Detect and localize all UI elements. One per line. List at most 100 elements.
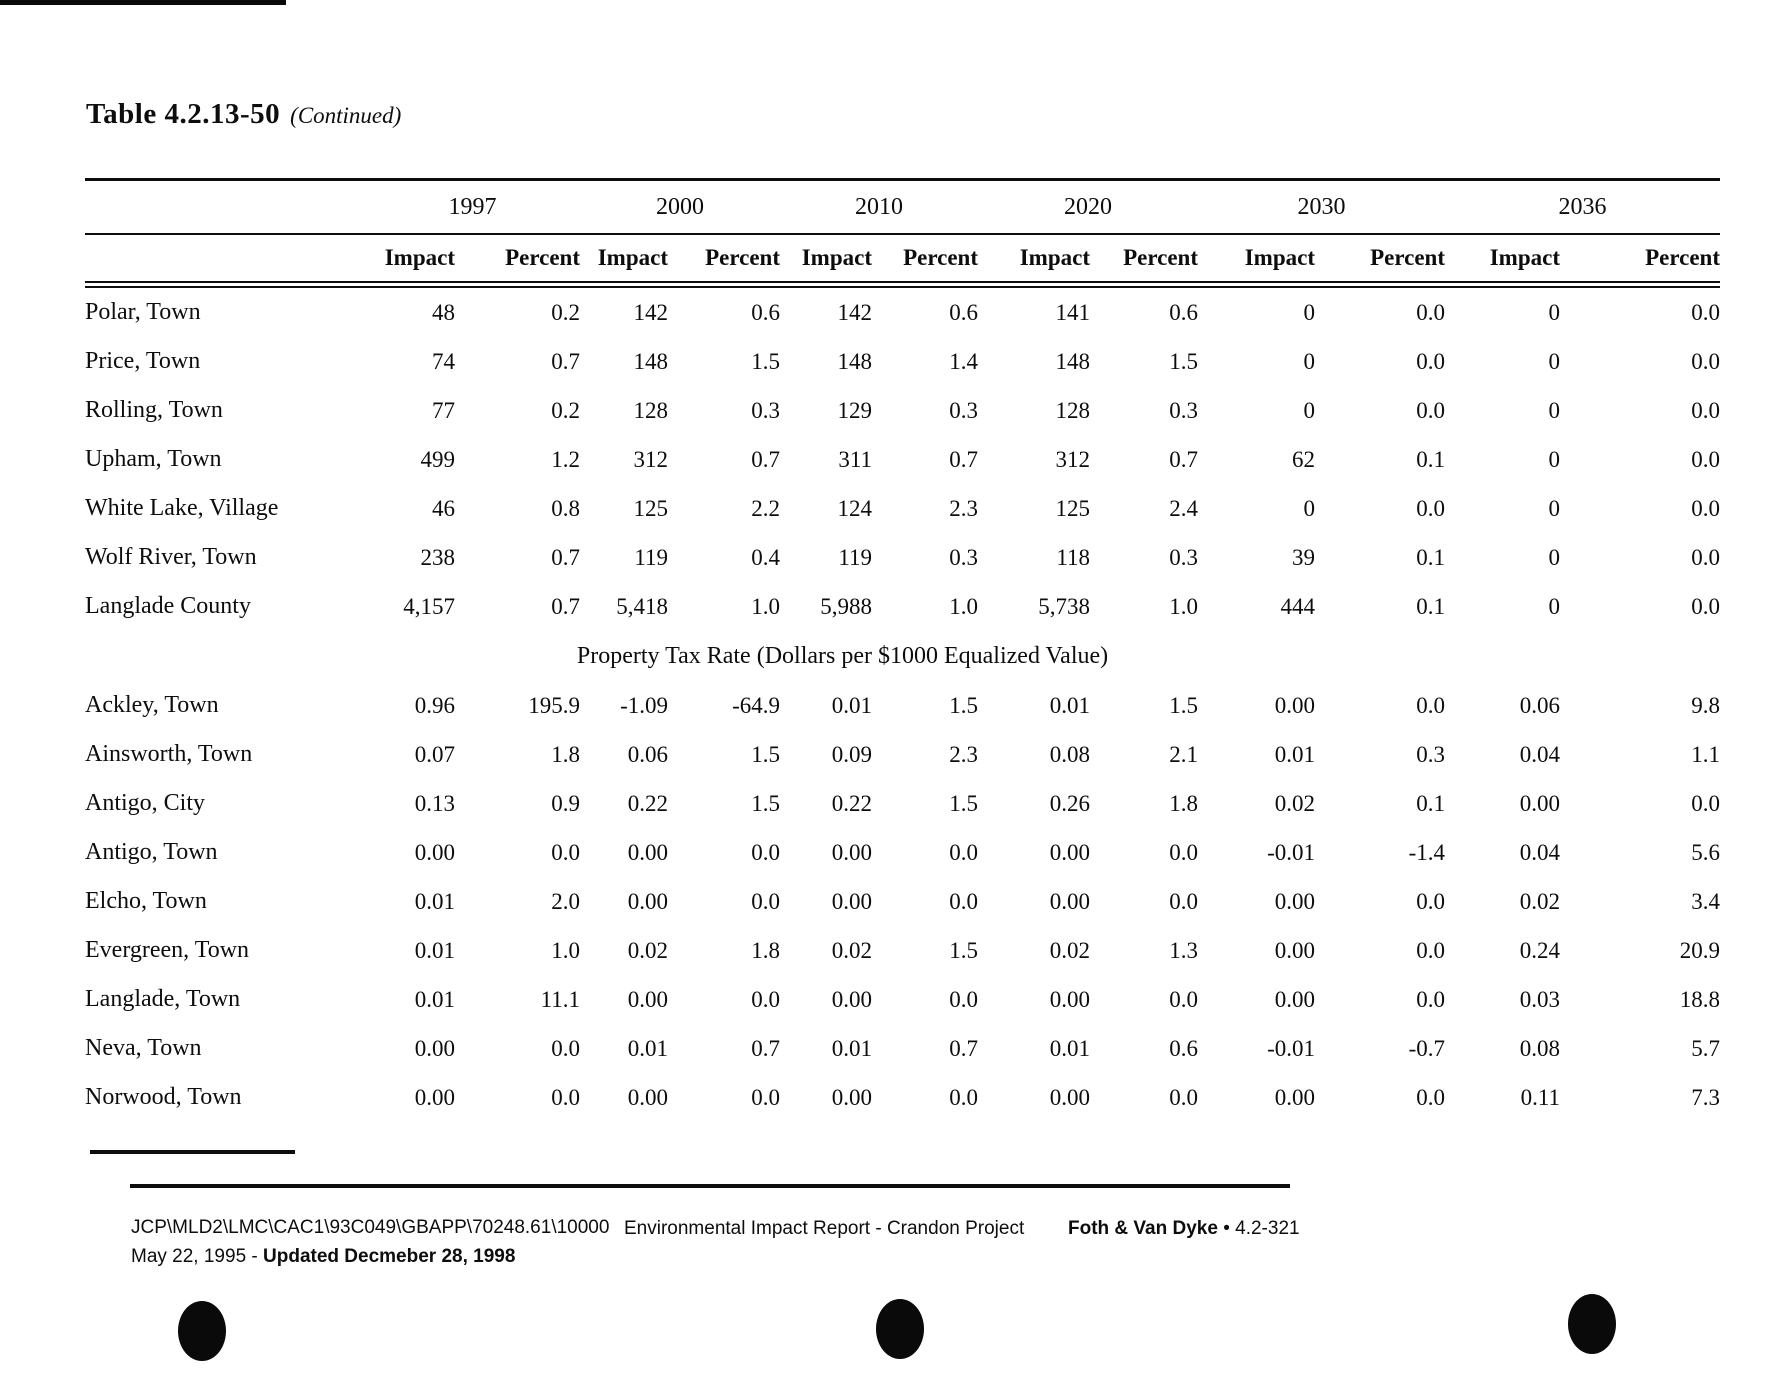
impact-value: 74 — [432, 348, 455, 374]
impact-value: 0.01 — [831, 1035, 872, 1061]
impact-value: 0.00 — [831, 1084, 872, 1110]
impact-value: 0.02 — [1519, 888, 1560, 914]
impact-value: 312 — [633, 446, 669, 472]
impact-value: 0 — [1548, 593, 1561, 619]
percent-value: 0.3 — [1169, 544, 1198, 570]
impact-value: 0.00 — [1274, 692, 1315, 718]
percent-value: 0.7 — [949, 1035, 978, 1061]
footer-date-line: May 22, 1995 - Updated Decmeber 28, 1998 — [131, 1242, 609, 1271]
table-body: Polar, Town 48 0.2 142 0.6 142 0.6 141 0.6 0 0.0 0 0… — [85, 285, 1720, 1123]
impact-value: 0 — [1548, 495, 1561, 521]
impact-value: 0 — [1303, 397, 1316, 423]
impact-value: 0.01 — [627, 1035, 668, 1061]
percent-value: 0.7 — [751, 1035, 780, 1061]
impact-value: 0.01 — [414, 986, 455, 1012]
section-title-row: Property Tax Rate (Dollars per $1000 Equ… — [85, 631, 1720, 681]
percent-value: 0.6 — [1169, 1035, 1198, 1061]
row-label: Ackley, Town — [85, 692, 219, 718]
year-header-spacer — [85, 178, 365, 235]
percent-value: 0.0 — [1169, 986, 1198, 1012]
impact-value: 0.00 — [1049, 1084, 1090, 1110]
percent-value: 0.0 — [1416, 888, 1445, 914]
percent-value: 11.1 — [540, 986, 580, 1012]
percent-value: 0.2 — [551, 299, 580, 325]
impact-value: 0.00 — [414, 1084, 455, 1110]
impact-value: 119 — [634, 544, 668, 570]
percent-value: 0.0 — [751, 839, 780, 865]
percent-value: 0.0 — [1691, 348, 1720, 374]
percent-value: 1.0 — [1169, 593, 1198, 619]
impact-value: 0.01 — [414, 937, 455, 963]
impact-value: 499 — [420, 446, 456, 472]
row-label: Price, Town — [85, 348, 201, 374]
impact-value: 142 — [837, 299, 873, 325]
row-label: Langlade County — [85, 593, 251, 619]
impact-value: 0.00 — [1519, 790, 1560, 816]
percent-value: 0.3 — [949, 397, 978, 423]
percent-value: 2.3 — [949, 495, 978, 521]
percent-value: 1.8 — [751, 937, 780, 963]
impact-value: 0.96 — [414, 692, 455, 718]
impact-value: 0.26 — [1049, 790, 1090, 816]
percent-value: 1.8 — [1169, 790, 1198, 816]
impact-value: 0 — [1303, 495, 1316, 521]
impact-value: 0 — [1548, 544, 1561, 570]
impact-value: 0.00 — [414, 839, 455, 865]
percent-value: 0.0 — [751, 1084, 780, 1110]
impact-value: 0.00 — [1049, 839, 1090, 865]
percent-value: 0.0 — [1691, 495, 1720, 521]
table-row: Upham, Town 499 1.2 312 0.7 311 0.7 312 0.7 62 0.1… — [85, 435, 1720, 484]
percent-value: -64.9 — [732, 692, 780, 718]
impact-value: 0.00 — [1049, 986, 1090, 1012]
impact-value: 0 — [1548, 397, 1561, 423]
subheader-1997-percent: Percent — [455, 234, 580, 288]
percent-value: 0.8 — [551, 495, 580, 521]
percent-value: 0.0 — [551, 1084, 580, 1110]
table-title-continued: (Continued) — [290, 103, 402, 128]
impact-value: 124 — [837, 495, 873, 521]
impact-value: 0.00 — [627, 839, 668, 865]
percent-value: 0.0 — [1416, 1084, 1445, 1110]
subheader-2020-impact: Impact — [978, 234, 1090, 288]
percent-value: 1.0 — [949, 593, 978, 619]
subheader-2020-percent: Percent — [1090, 234, 1198, 288]
subheader-spacer — [85, 234, 365, 288]
year-header-2000: 2000 — [580, 178, 780, 235]
table-row: Langlade, Town 0.01 11.1 0.00 0.0 0.00 0.0 0.00… — [85, 975, 1720, 1024]
percent-value: 1.5 — [949, 692, 978, 718]
percent-value: 0.0 — [1416, 986, 1445, 1012]
impact-value: 0.00 — [414, 1035, 455, 1061]
percent-value: 0.0 — [1691, 299, 1720, 325]
percent-value: 2.0 — [551, 888, 580, 914]
hole-punch-mark — [1568, 1294, 1616, 1354]
row-label: Elcho, Town — [85, 888, 207, 914]
impact-value: 238 — [420, 544, 456, 570]
impact-value: 0.07 — [414, 741, 455, 767]
percent-value: 0.0 — [1691, 544, 1720, 570]
row-label: Ainsworth, Town — [85, 741, 253, 767]
impact-value: 0.22 — [627, 790, 668, 816]
percent-value: 2.3 — [949, 741, 978, 767]
percent-value: 1.5 — [1169, 348, 1198, 374]
percent-value: 0.7 — [1169, 446, 1198, 472]
footer-date-regular: May 22, 1995 - — [131, 1246, 264, 1267]
percent-value: 0.7 — [751, 446, 780, 472]
footer-date-updated: Updated Decmeber 28, 1998 — [263, 1246, 516, 1267]
impact-value: 0.00 — [627, 1084, 668, 1110]
row-label: Wolf River, Town — [85, 544, 257, 570]
impact-value: 0.08 — [1049, 741, 1090, 767]
impact-value: 148 — [1055, 348, 1091, 374]
percent-value: 0.9 — [551, 790, 580, 816]
impact-value: 0.00 — [1049, 888, 1090, 914]
impact-value: 444 — [1280, 593, 1316, 619]
percent-value: 7.3 — [1691, 1084, 1720, 1110]
table-row: Antigo, City 0.13 0.9 0.22 1.5 0.22 1.5 0.26 1.8… — [85, 779, 1720, 828]
impact-value: 0 — [1548, 299, 1561, 325]
percent-value: 1.4 — [949, 348, 978, 374]
impact-value: 0.02 — [1049, 937, 1090, 963]
percent-value: 0.0 — [949, 1084, 978, 1110]
percent-value: 0.0 — [1691, 593, 1720, 619]
percent-value: 0.6 — [949, 299, 978, 325]
table-row: Evergreen, Town 0.01 1.0 0.02 1.8 0.02 1.5 0.02… — [85, 926, 1720, 975]
percent-value: 0.3 — [751, 397, 780, 423]
